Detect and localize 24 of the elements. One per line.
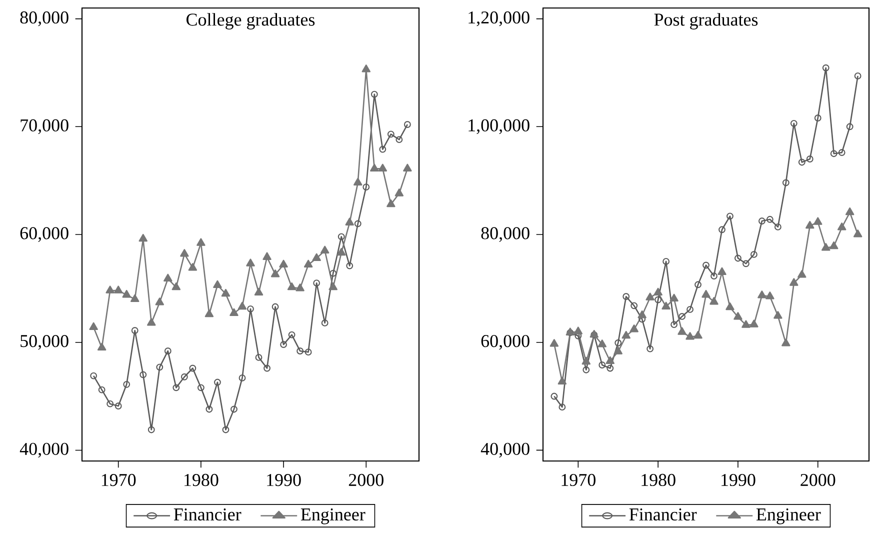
y-tick-label: 1,20,000 <box>468 11 530 26</box>
x-tick-label: 1970 <box>562 474 596 486</box>
legend-label: Engineer <box>756 508 821 524</box>
y-tick-label: 50,000 <box>20 334 68 350</box>
y-tick-label: 80,000 <box>481 227 530 242</box>
x-tick-label: 1990 <box>722 474 756 486</box>
y-tick-label: 60,000 <box>481 334 530 350</box>
y-tick-label: 40,000 <box>20 442 68 458</box>
y-tick-label: 1,00,000 <box>468 119 530 134</box>
legend-label: Financier <box>174 508 242 521</box>
x-tick-label: 1970 <box>102 474 136 486</box>
y-tick-label: 80,000 <box>20 11 68 26</box>
x-tick-label: 1990 <box>267 474 301 486</box>
legend-label: Financier <box>629 508 697 521</box>
chart-title: Post graduates <box>654 13 758 30</box>
x-tick-label: 1980 <box>642 474 676 486</box>
chart-title: College graduates <box>186 13 315 30</box>
x-tick-label: 1980 <box>184 474 218 486</box>
y-tick-label: 40,000 <box>480 442 530 458</box>
y-tick-label: 60,000 <box>20 227 68 242</box>
legend-label: Engineer <box>300 508 366 524</box>
x-tick-label: 2000 <box>800 474 836 486</box>
y-tick-label: 70,000 <box>20 119 68 134</box>
x-tick-label: 2000 <box>348 474 384 486</box>
